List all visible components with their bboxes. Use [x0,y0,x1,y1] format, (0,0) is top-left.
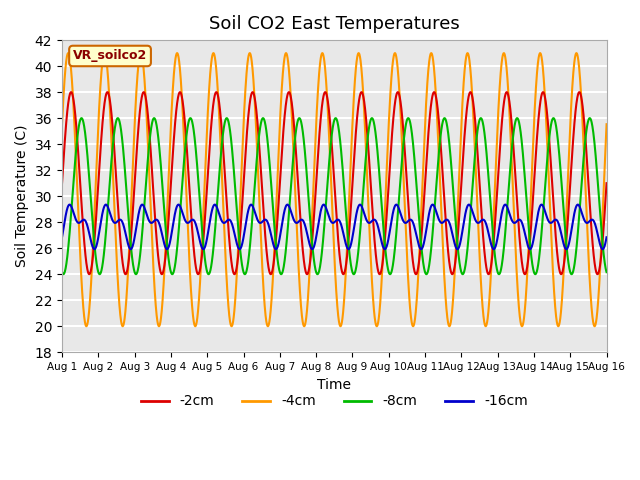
Y-axis label: Soil Temperature (C): Soil Temperature (C) [15,125,29,267]
Legend: -2cm, -4cm, -8cm, -16cm: -2cm, -4cm, -8cm, -16cm [135,389,533,414]
X-axis label: Time: Time [317,377,351,392]
Text: VR_soilco2: VR_soilco2 [73,49,147,62]
Title: Soil CO2 East Temperatures: Soil CO2 East Temperatures [209,15,460,33]
